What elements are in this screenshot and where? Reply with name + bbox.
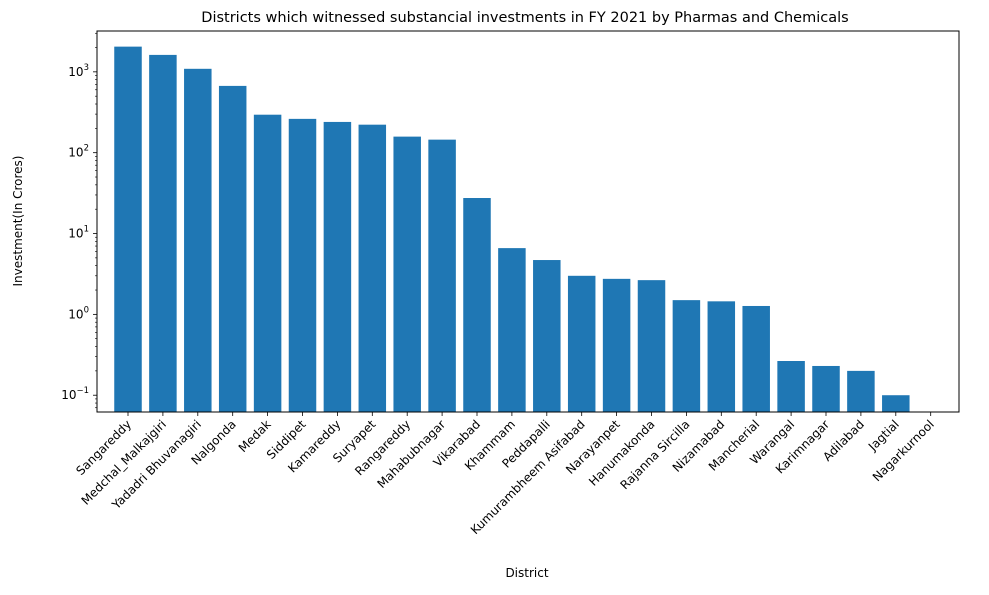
bar-vikarabad — [463, 198, 491, 412]
bar-narayanpet — [602, 278, 631, 412]
bar-khammam — [498, 248, 526, 412]
bar-mancherial — [742, 305, 770, 412]
bar-medchal-malkajgiri — [149, 54, 177, 413]
y-tick-label: 100 — [68, 305, 89, 321]
bar-adilabad — [847, 370, 875, 412]
bar-nizamabad — [707, 301, 736, 412]
bar-medak — [253, 114, 282, 412]
bar-peddapalli — [533, 260, 561, 412]
plot-frame — [96, 30, 960, 413]
bar-rajanna-sircilla — [672, 300, 701, 412]
y-tick-label: 103 — [68, 63, 89, 79]
x-axis-label: District — [505, 566, 548, 580]
y-tick-label: 102 — [68, 144, 89, 160]
bar-karimnagar — [812, 365, 840, 412]
bars — [114, 46, 910, 413]
bar-rangareddy — [393, 136, 421, 412]
bar-yadadri-bhuvanagiri — [184, 68, 212, 412]
bar-nalgonda — [218, 85, 247, 413]
bar-mahabubnagar — [428, 139, 456, 412]
bar-sangareddy — [114, 46, 142, 412]
x-tick-label: Nagarkurnool — [870, 417, 937, 484]
bar-suryapet — [358, 124, 387, 413]
bar-kumurambheem-asifabad — [567, 275, 596, 412]
chart-title: Districts which witnessed substancial in… — [201, 10, 848, 26]
bar-jagtial — [882, 395, 910, 412]
y-axis-label: Investment(In Crores) — [11, 156, 25, 287]
bar-hanumakonda — [637, 280, 666, 412]
bar-warangal — [777, 361, 805, 412]
y-axis-ticks: 10−1 100 101 102 103 — [61, 32, 97, 409]
y-tick-label: 101 — [68, 225, 89, 241]
bar-kamareddy — [323, 121, 352, 412]
bar-siddipet — [288, 118, 317, 413]
y-tick-label: 10−1 — [61, 386, 89, 402]
